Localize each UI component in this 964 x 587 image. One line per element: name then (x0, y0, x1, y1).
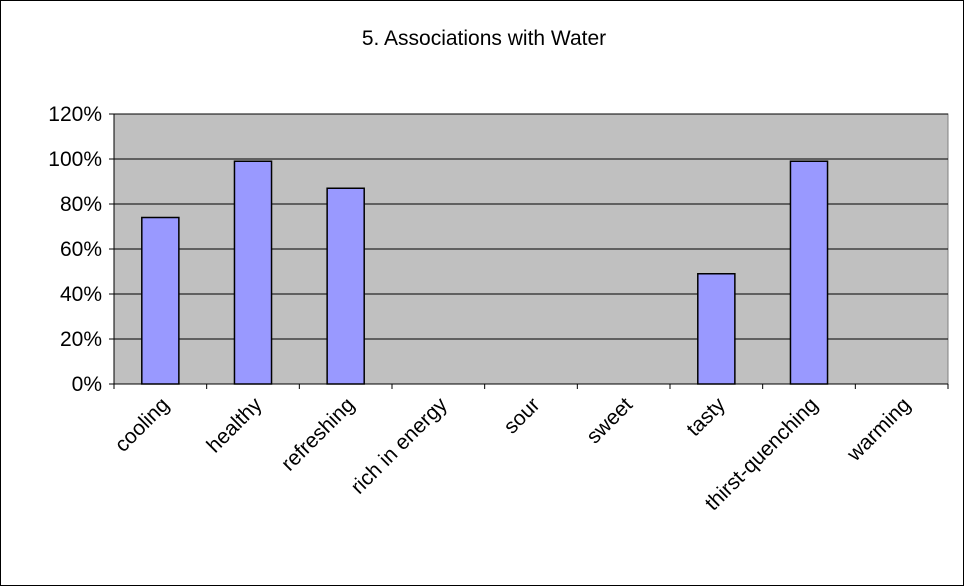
y-tick-label: 80% (60, 193, 102, 216)
x-tick-label: warming (842, 393, 915, 466)
y-tick-label: 0% (72, 373, 102, 396)
chart-title: 5. Associations with Water (362, 27, 606, 50)
y-tick-label: 100% (48, 148, 102, 171)
bar-cooling (141, 216, 180, 385)
bar-healthy (233, 160, 273, 385)
x-tick-label: tasty (682, 393, 730, 441)
bar-tasty (697, 273, 736, 385)
y-tick-label: 40% (60, 283, 102, 306)
bars (141, 160, 829, 385)
x-tick-label: sweet (582, 393, 637, 448)
y-tick-label: 60% (60, 238, 102, 261)
x-tick-label: sour (499, 393, 544, 438)
x-tick-label: refreshing (277, 393, 359, 475)
x-tick-label: healthy (202, 393, 267, 458)
x-tick-label: cooling (111, 393, 174, 456)
x-tick-label: rich in energy (346, 393, 452, 499)
y-tick-label: 120% (48, 103, 102, 126)
bar-thirst-quenching (789, 160, 829, 385)
y-tick-label: 20% (60, 328, 102, 351)
y-tick-labels: 0% 20% 40% 60% 80% 100% 120% (48, 103, 114, 396)
bar-refreshing (326, 187, 365, 385)
